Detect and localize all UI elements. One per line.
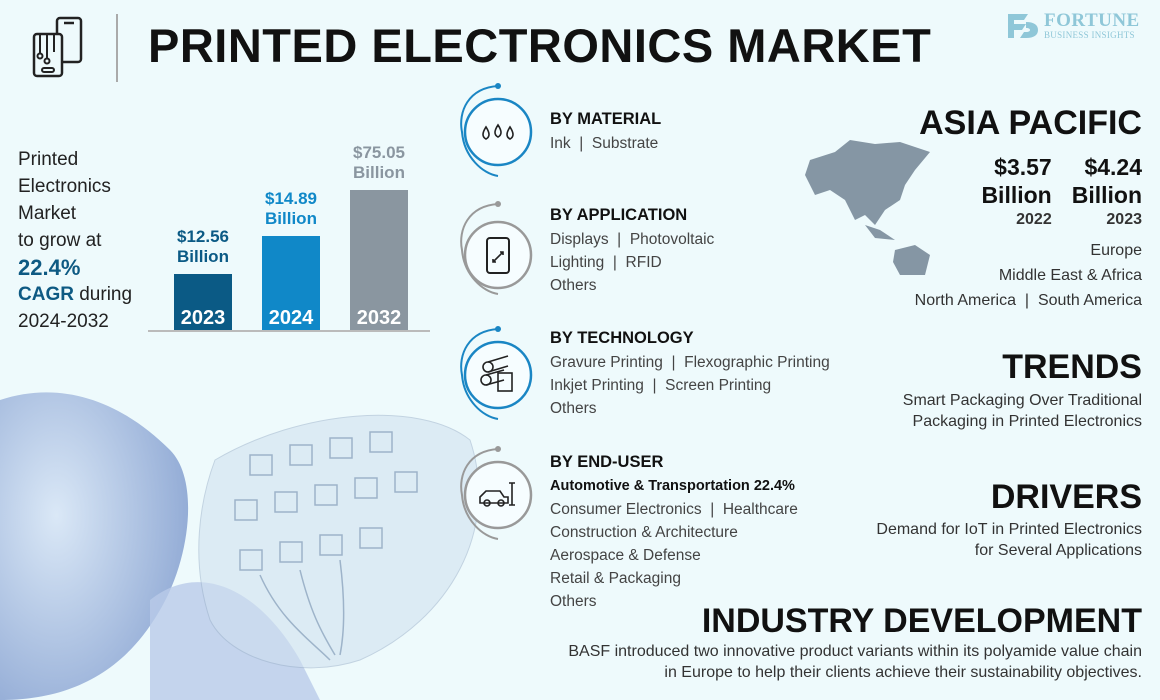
intro-line: Electronics	[18, 176, 111, 197]
bar-2024: 2024	[262, 236, 320, 330]
region-year: 2022	[1016, 211, 1052, 228]
region-title: ASIA PACIFIC	[919, 104, 1142, 142]
intro-line: Printed	[18, 149, 79, 170]
region-value-2022: $3.57	[994, 154, 1052, 180]
segment-line: Displays | Photovoltaic	[550, 231, 715, 248]
region-item: Middle East & Africa	[998, 267, 1142, 284]
segment-technology: BY TECHNOLOGY Gravure Printing | Flexogr…	[550, 329, 830, 420]
bar-2023: 2023	[174, 274, 232, 330]
segment-title: BY MATERIAL	[550, 110, 662, 128]
drivers-text: Demand for IoT in Printed Electronics for…	[876, 521, 1142, 559]
bar-value-2032: $75.05 Billion	[353, 143, 405, 182]
phone-resize-icon	[460, 201, 533, 295]
ink-drops-icon	[460, 83, 533, 177]
segment-line: Others	[550, 277, 597, 294]
fortune-logo: FORTUNE BUSINESS INSIGHTS	[1006, 10, 1140, 40]
segment-line: Others	[550, 593, 597, 610]
segment-end-user: BY END-USER Automotive & Transportation …	[550, 453, 798, 613]
segment-line: Inkjet Printing | Screen Printing	[550, 377, 772, 394]
segment-material: BY MATERIAL Ink | Substrate	[550, 110, 661, 155]
trends-text: Smart Packaging Over Traditional Packagin…	[902, 392, 1142, 430]
segment-application: BY APPLICATION Displays | Photovoltaic L…	[550, 206, 714, 297]
printing-rollers-icon	[460, 326, 533, 420]
market-size-chart: $12.56 Billion 2023 $14.89 Billion 2024 $7…	[148, 140, 430, 332]
intro-line: Market	[18, 203, 77, 224]
intro-line: to grow at	[18, 230, 102, 251]
page-title: PRINTED ELECTRONICS MARKET	[148, 19, 932, 72]
segment-highlight: Automotive & Transportation 22.4%	[550, 478, 795, 494]
logo-main: FORTUNE	[1044, 10, 1140, 31]
asia-pacific-map	[805, 140, 930, 275]
industry-text: BASF introduced two innovative product v…	[568, 643, 1142, 681]
forecast-period: 2024-2032	[18, 311, 109, 332]
segment-title: BY APPLICATION	[550, 206, 688, 224]
bar-2032: 2032	[350, 190, 408, 330]
hand-holding-flexible-circuit-image	[0, 392, 480, 700]
region-year: 2023	[1106, 211, 1142, 228]
intro-during: during	[73, 284, 133, 305]
phone-circuit-icon	[32, 16, 83, 78]
growth-summary: Printed Electronics Market to grow at 22…	[18, 146, 132, 335]
cagr-label: CAGR	[18, 284, 74, 305]
trends-title: TRENDS	[1002, 348, 1142, 386]
car-wrench-icon	[460, 446, 533, 540]
segment-line: Ink | Substrate	[550, 135, 659, 152]
region-item: Europe	[1090, 242, 1142, 259]
bar-value-2023: $12.56 Billion	[177, 227, 229, 266]
segment-line: Others	[550, 400, 597, 417]
drivers-title: DRIVERS	[990, 478, 1142, 516]
cagr-value: 22.4%	[18, 255, 81, 280]
region-item: North America | South America	[914, 292, 1142, 309]
segment-line: Aerospace & Defense	[550, 547, 701, 564]
region-unit: Billion	[1071, 182, 1142, 208]
header-divider	[116, 14, 118, 82]
segment-title: BY END-USER	[550, 453, 664, 471]
segment-line: Consumer Electronics | Healthcare	[550, 501, 798, 518]
industry-title: INDUSTRY DEVELOPMENT	[701, 602, 1142, 640]
other-regions: Europe Middle East & Africa North Americ…	[915, 238, 1142, 313]
segment-title: BY TECHNOLOGY	[550, 329, 694, 347]
bar-value-2024: $14.89 Billion	[265, 189, 317, 228]
region-values: $3.57 Billion 2022 $4.24 Billion 2023	[981, 153, 1142, 231]
logo-sub: BUSINESS INSIGHTS	[1044, 30, 1135, 40]
region-unit: Billion	[981, 182, 1052, 208]
segment-line: Lighting | RFID	[550, 254, 662, 271]
segment-line: Retail & Packaging	[550, 570, 681, 587]
logo-mark-icon	[1008, 14, 1038, 38]
segment-line: Gravure Printing | Flexographic Printing	[550, 354, 830, 371]
segment-line: Construction & Architecture	[550, 524, 738, 541]
region-value-2023: $4.24	[1084, 154, 1142, 180]
